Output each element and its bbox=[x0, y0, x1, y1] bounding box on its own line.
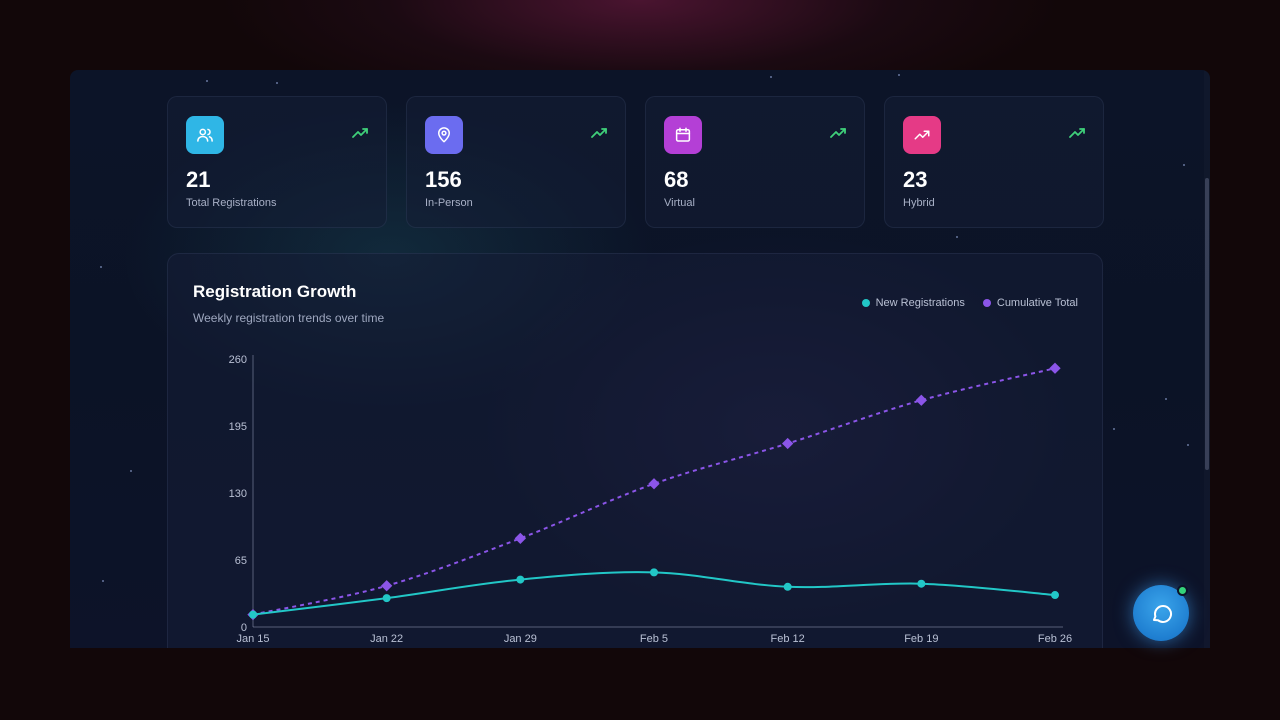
x-tick-label: Feb 19 bbox=[904, 633, 938, 645]
star-decoration bbox=[898, 74, 900, 76]
legend-item-new-registrations[interactable]: New Registrations bbox=[861, 297, 965, 309]
data-point-new-registrations bbox=[516, 575, 525, 584]
scrollbar-track[interactable] bbox=[1204, 70, 1210, 648]
data-point-cumulative-total bbox=[1049, 362, 1061, 374]
star-decoration bbox=[100, 266, 102, 268]
calendar-icon bbox=[675, 127, 691, 142]
dashboard-window: 21 Total Registrations 156 In-Person bbox=[70, 70, 1210, 648]
star-decoration bbox=[1165, 398, 1167, 400]
x-tick-label: Jan 29 bbox=[504, 633, 537, 645]
x-tick-label: Feb 26 bbox=[1038, 633, 1072, 645]
star-decoration bbox=[102, 580, 104, 582]
data-point-new-registrations bbox=[249, 610, 257, 619]
chart-subtitle: Weekly registration trends over time bbox=[193, 311, 385, 325]
x-tick-label: Feb 12 bbox=[771, 633, 805, 645]
data-point-cumulative-total bbox=[381, 580, 393, 592]
series-line-new-registrations bbox=[252, 571, 1056, 616]
star-decoration bbox=[276, 82, 278, 84]
stat-label: Total Registrations bbox=[186, 197, 277, 209]
data-point-cumulative-total bbox=[915, 394, 927, 406]
chart-legend: New Registrations Cumulative Total bbox=[861, 297, 1078, 309]
x-tick-label: Jan 15 bbox=[236, 633, 269, 645]
star-decoration bbox=[1113, 428, 1115, 430]
trending-up-icon bbox=[1069, 128, 1085, 138]
data-point-cumulative-total bbox=[514, 532, 526, 545]
stat-badge bbox=[903, 116, 941, 154]
trending-up-icon bbox=[352, 128, 368, 138]
legend-swatch bbox=[982, 299, 991, 307]
stat-value: 21 bbox=[186, 167, 211, 192]
chart-title: Registration Growth bbox=[193, 282, 357, 301]
y-tick-label: 195 bbox=[229, 421, 247, 433]
data-point-cumulative-total bbox=[648, 478, 660, 490]
legend-swatch bbox=[861, 299, 870, 307]
legend-item-cumulative-total[interactable]: Cumulative Total bbox=[982, 297, 1078, 309]
star-decoration bbox=[130, 470, 132, 472]
data-point-new-registrations bbox=[783, 582, 792, 591]
trending-up-icon bbox=[830, 128, 846, 138]
y-tick-label: 65 bbox=[235, 555, 247, 567]
stat-card-total-registrations[interactable]: 21 Total Registrations bbox=[167, 96, 387, 228]
y-tick-label: 260 bbox=[229, 354, 247, 366]
chat-bubble-icon bbox=[1153, 605, 1173, 623]
star-decoration bbox=[770, 76, 772, 78]
series-line-cumulative-total bbox=[252, 367, 1056, 616]
stat-label: In-Person bbox=[425, 197, 473, 209]
data-point-new-registrations bbox=[917, 579, 926, 588]
x-tick-label: Jan 22 bbox=[370, 633, 403, 645]
stat-card-hybrid[interactable]: 23 Hybrid bbox=[884, 96, 1104, 228]
stat-value: 23 bbox=[903, 167, 928, 192]
star-decoration bbox=[1187, 444, 1189, 446]
online-status-dot bbox=[1177, 585, 1188, 596]
y-tick-label: 130 bbox=[229, 488, 247, 500]
data-point-new-registrations bbox=[650, 568, 658, 577]
scrollbar-thumb[interactable] bbox=[1205, 178, 1209, 470]
users-icon bbox=[197, 128, 213, 142]
stat-value: 156 bbox=[425, 167, 462, 192]
star-decoration bbox=[956, 236, 958, 238]
data-point-new-registrations bbox=[382, 594, 391, 603]
registration-growth-card: Registration Growth Weekly registration … bbox=[167, 253, 1103, 648]
star-decoration bbox=[206, 80, 208, 82]
map-pin-icon bbox=[438, 127, 450, 143]
stat-label: Hybrid bbox=[903, 197, 935, 209]
legend-label: New Registrations bbox=[875, 297, 965, 309]
y-tick-label: 0 bbox=[241, 622, 247, 634]
star-decoration bbox=[1183, 164, 1185, 166]
line-chart: 0 65 130 195 260 Jan 15 Jan 22 Jan 29 Feb 5 Feb 1… bbox=[229, 354, 1072, 645]
stat-badge bbox=[425, 116, 463, 154]
x-tick-label: Feb 5 bbox=[640, 633, 668, 645]
stat-card-virtual[interactable]: 68 Virtual bbox=[645, 96, 865, 228]
data-point-cumulative-total bbox=[782, 437, 794, 450]
legend-label: Cumulative Total bbox=[996, 297, 1078, 309]
stat-label: Virtual bbox=[664, 197, 695, 209]
trending-up-icon bbox=[591, 128, 607, 138]
stat-badge bbox=[664, 116, 702, 154]
stat-card-in-person[interactable]: 156 In-Person bbox=[406, 96, 626, 228]
stat-badge bbox=[186, 116, 224, 154]
stat-value: 68 bbox=[664, 167, 689, 192]
data-point-new-registrations bbox=[1051, 591, 1059, 600]
trending-up-icon bbox=[914, 130, 930, 140]
